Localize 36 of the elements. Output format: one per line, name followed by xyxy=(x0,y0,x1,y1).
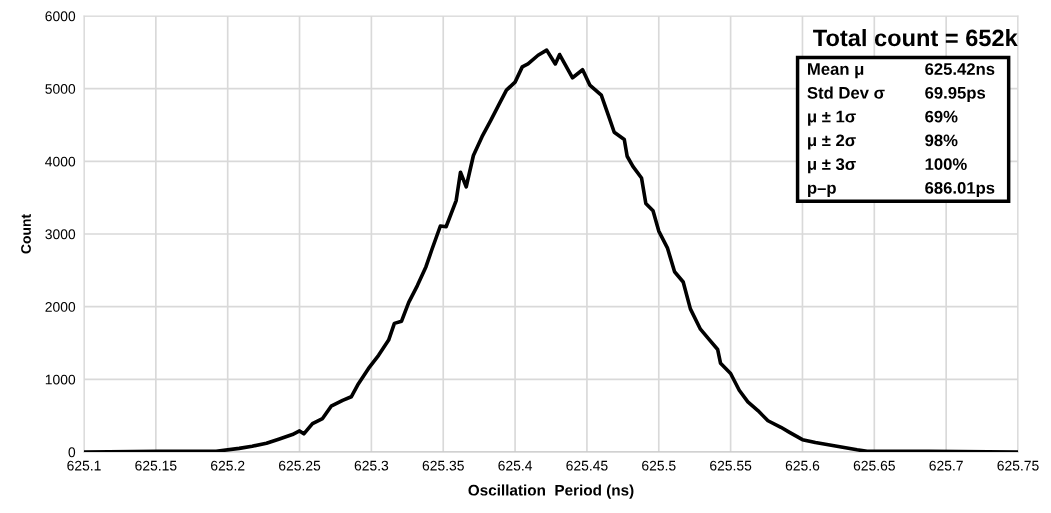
x-tick-label: 625.2 xyxy=(211,460,245,471)
y-tick-label: 3000 xyxy=(45,229,76,240)
x-tick-label: 625.1 xyxy=(67,460,101,471)
y-tick-label: 6000 xyxy=(45,11,76,22)
annotation: 69% xyxy=(925,110,958,123)
x-tick-label: 625.6 xyxy=(785,460,820,471)
annotation: Total count = 652k xyxy=(813,28,1018,47)
x-tick-label: 625.75 xyxy=(997,460,1039,471)
x-tick-label: 625.3 xyxy=(354,460,389,471)
annotation: 625.42ns xyxy=(925,63,995,75)
y-axis-title: Count xyxy=(21,214,31,254)
annotation: Std Dev σ xyxy=(807,86,885,99)
annotation: 100% xyxy=(925,158,967,171)
annotation: μ ± 2σ xyxy=(808,134,856,150)
x-axis-title: Oscillation Period (ns) xyxy=(468,484,634,499)
y-tick-label: 5000 xyxy=(45,84,76,94)
x-tick-label: 625.15 xyxy=(135,460,177,471)
x-tick-label: 625.65 xyxy=(853,460,895,471)
annotation: μ ± 1σ xyxy=(808,110,856,126)
y-tick-label: 0 xyxy=(68,447,76,458)
x-tick-label: 625.45 xyxy=(566,460,608,471)
annotation: 686.01ps xyxy=(925,181,995,198)
x-tick-label: 625.7 xyxy=(929,460,963,471)
annotation: p–p xyxy=(808,184,836,198)
x-tick-label: 625.35 xyxy=(422,460,464,471)
y-tick-label: 1000 xyxy=(45,374,76,385)
x-tick-label: 625.55 xyxy=(710,460,752,471)
annotation: 98% xyxy=(925,134,958,147)
annotation: 69.95ps xyxy=(925,86,986,103)
x-tick-label: 625.4 xyxy=(498,460,533,471)
y-tick-label: 4000 xyxy=(45,156,76,167)
x-tick-label: 625.25 xyxy=(279,460,321,471)
annotation: Mean μ xyxy=(808,63,864,79)
annotation: μ ± 3σ xyxy=(808,158,856,174)
y-tick-label: 2000 xyxy=(45,302,76,312)
x-tick-label: 625.5 xyxy=(642,460,676,471)
